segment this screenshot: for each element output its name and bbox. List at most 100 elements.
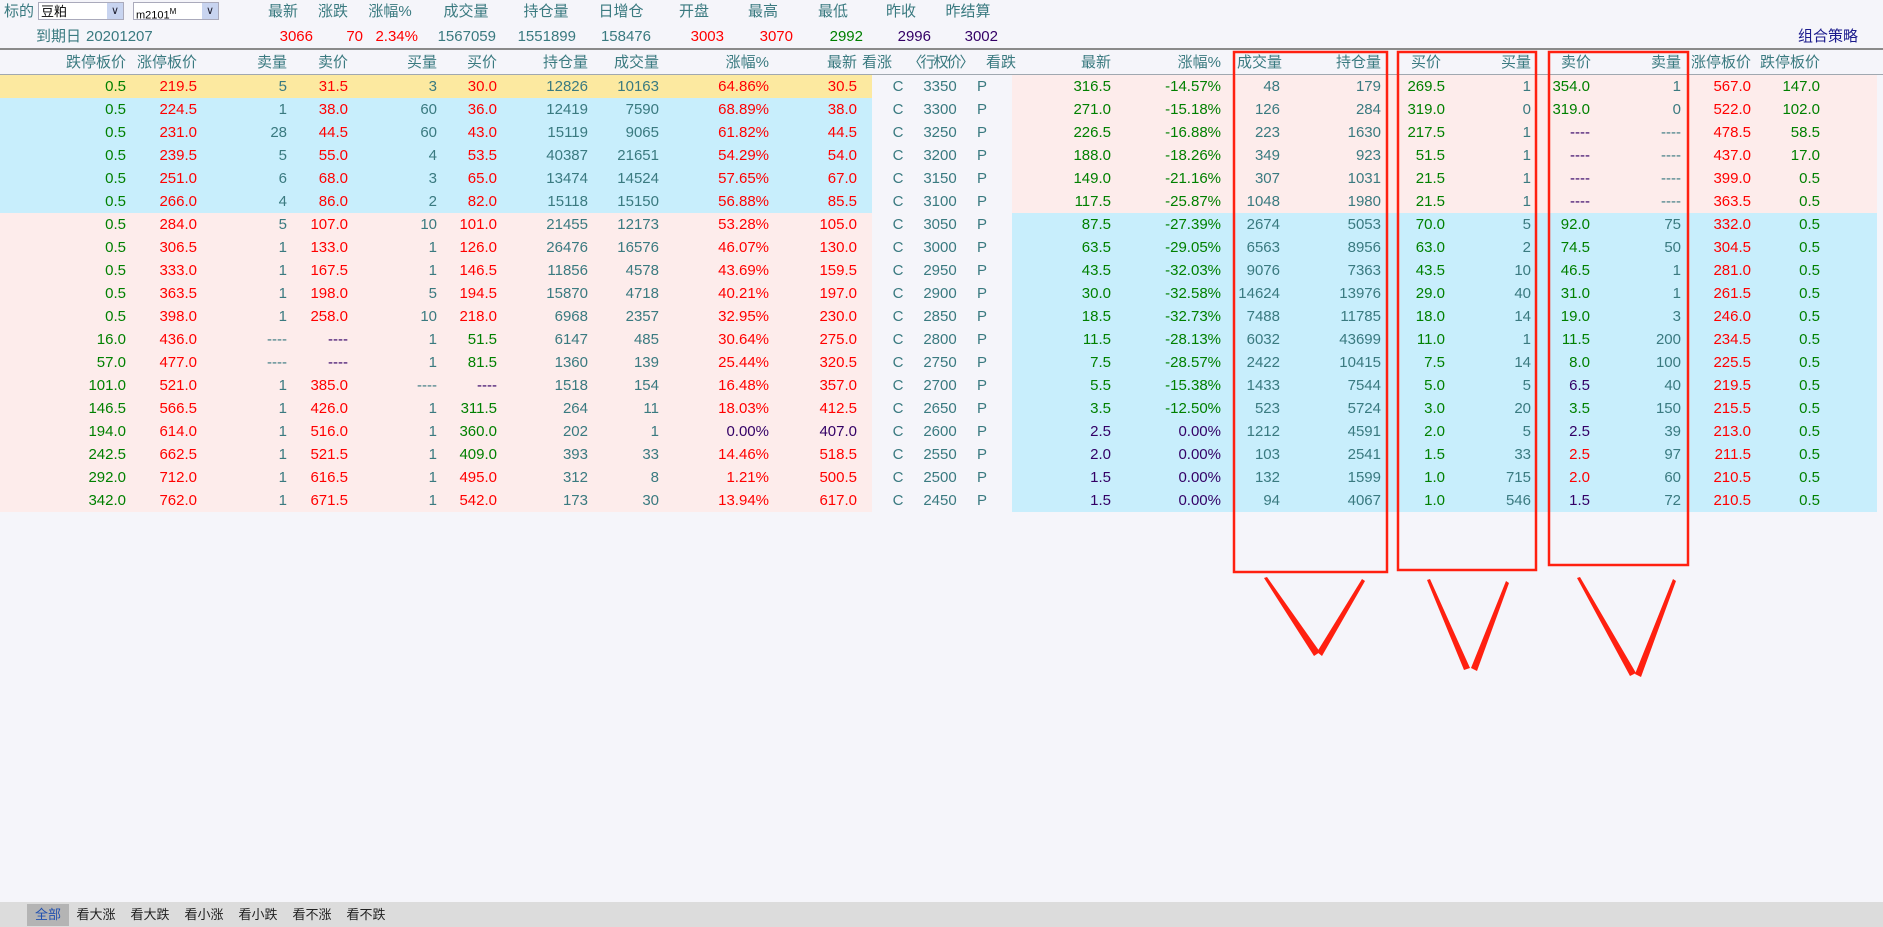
put-cell-跌停板价[interactable]: 0.5 bbox=[1799, 423, 1820, 440]
underlying-select[interactable]: 豆粕 ∨ bbox=[38, 2, 124, 20]
put-cell-卖量[interactable]: 40 bbox=[1664, 377, 1681, 394]
table-row[interactable]: 0.5 333.0 1 167.5 1 146.5 11856 4578 43.69% 159.5… bbox=[0, 259, 1883, 282]
put-cell-成交量[interactable]: 1048 bbox=[1246, 193, 1280, 210]
call-cell-跌停板价[interactable]: 0.5 bbox=[105, 124, 126, 141]
put-cell-涨停板价[interactable]: 522.0 bbox=[1713, 101, 1751, 118]
put-cell-买价[interactable]: 21.5 bbox=[1415, 170, 1445, 187]
call-cell-跌停板价[interactable]: 57.0 bbox=[96, 354, 126, 371]
call-cell-卖量[interactable]: 1 bbox=[278, 285, 287, 302]
put-cell-卖量[interactable]: 60 bbox=[1664, 469, 1681, 486]
call-cell-持仓量[interactable]: 40387 bbox=[546, 147, 588, 164]
call-cell-持仓量[interactable]: 15118 bbox=[547, 193, 588, 210]
put-cell-买量[interactable]: 1 bbox=[1522, 147, 1531, 164]
put-cell-买量[interactable]: 10 bbox=[1514, 262, 1531, 279]
call-cell-卖量[interactable]: 1 bbox=[278, 101, 287, 118]
call-cell-跌停板价[interactable]: 16.0 bbox=[96, 331, 126, 348]
put-cell-跌停板价[interactable]: 58.5 bbox=[1790, 124, 1820, 141]
call-cell-买价[interactable]: 360.0 bbox=[459, 423, 497, 440]
put-cell-涨停板价[interactable]: 478.5 bbox=[1713, 124, 1751, 141]
put-cell-最新[interactable]: 271.0 bbox=[1073, 101, 1111, 118]
put-cell-最新[interactable]: 2.5 bbox=[1090, 423, 1111, 440]
call-cell-买价[interactable]: 409.0 bbox=[459, 446, 497, 463]
table-row[interactable]: 16.0 436.0 ---- ---- 1 51.5 6147 485 30.64% 275.0… bbox=[0, 328, 1883, 351]
put-cell-持仓量[interactable]: 1599 bbox=[1347, 469, 1381, 486]
call-cell-涨停板价[interactable]: 566.5 bbox=[159, 400, 197, 417]
call-cell-涨停板价[interactable]: 521.0 bbox=[159, 377, 197, 394]
put-cell-卖量[interactable]: ---- bbox=[1661, 193, 1681, 210]
put-cell-涨停板价[interactable]: 437.0 bbox=[1713, 147, 1751, 164]
call-cell-持仓量[interactable]: 312 bbox=[562, 469, 588, 486]
table-row[interactable]: 101.0 521.0 1 385.0 ---- ---- 1518 154 16.48% 357… bbox=[0, 374, 1883, 397]
put-cell-跌停板价[interactable]: 0.5 bbox=[1799, 400, 1820, 417]
call-cell-卖价[interactable]: 516.0 bbox=[310, 423, 348, 440]
put-cell-持仓量[interactable]: 8956 bbox=[1347, 239, 1381, 256]
call-cell-买量[interactable]: 1 bbox=[428, 239, 437, 256]
call-cell-卖价[interactable]: ---- bbox=[328, 331, 348, 348]
call-cell-成交量[interactable]: 485 bbox=[633, 331, 659, 348]
call-cell-买量[interactable]: 1 bbox=[428, 423, 437, 440]
put-cell-跌停板价[interactable]: 0.5 bbox=[1799, 331, 1820, 348]
put-cell-涨幅%[interactable]: -32.03% bbox=[1165, 262, 1221, 279]
call-cell-成交量[interactable]: 2357 bbox=[625, 308, 659, 325]
put-cell-成交量[interactable]: 2422 bbox=[1246, 354, 1280, 371]
put-cell-持仓量[interactable]: 7363 bbox=[1347, 262, 1381, 279]
put-cell-涨幅%[interactable]: 0.00% bbox=[1178, 492, 1221, 509]
filter-tab-6[interactable]: 看不跌 bbox=[346, 907, 386, 922]
call-cell-卖价[interactable]: 426.0 bbox=[310, 400, 348, 417]
call-cell-卖价[interactable]: 258.0 bbox=[310, 308, 348, 325]
call-cell-持仓量[interactable]: 1518 bbox=[554, 377, 588, 394]
header-call-6[interactable]: 持仓量 bbox=[542, 54, 588, 71]
call-cell-最新[interactable]: 38.0 bbox=[827, 101, 857, 118]
header-put-1[interactable]: 涨幅% bbox=[1177, 54, 1221, 71]
put-cell-最新[interactable]: 1.5 bbox=[1090, 492, 1111, 509]
call-cell-涨幅%[interactable]: 30.64% bbox=[718, 331, 769, 348]
call-cell-跌停板价[interactable]: 0.5 bbox=[105, 239, 126, 256]
call-cell-涨幅%[interactable]: 25.44% bbox=[718, 354, 769, 371]
put-cell-买价[interactable]: 7.5 bbox=[1424, 354, 1445, 371]
header-call-1[interactable]: 涨停板价 bbox=[136, 54, 197, 71]
header-call-0[interactable]: 跌停板价 bbox=[65, 54, 126, 71]
call-cell-成交量[interactable]: 12173 bbox=[617, 216, 659, 233]
put-cell-买量[interactable]: 0 bbox=[1522, 101, 1531, 118]
put-cell-涨幅%[interactable]: -25.87% bbox=[1165, 193, 1221, 210]
put-cell-跌停板价[interactable]: 0.5 bbox=[1799, 285, 1820, 302]
put-cell-持仓量[interactable]: 5053 bbox=[1347, 216, 1381, 233]
put-cell-卖价[interactable]: 319.0 bbox=[1552, 101, 1590, 118]
call-cell-成交量[interactable]: 139 bbox=[633, 354, 659, 371]
put-cell-最新[interactable]: 117.5 bbox=[1074, 193, 1111, 210]
call-cell-涨停板价[interactable]: 224.5 bbox=[159, 101, 197, 118]
call-cell-卖量[interactable]: 28 bbox=[270, 124, 287, 141]
put-cell-卖价[interactable]: 74.5 bbox=[1560, 239, 1590, 256]
filter-tab-3[interactable]: 看小涨 bbox=[184, 907, 224, 922]
filter-tab-0[interactable]: 全部 bbox=[27, 904, 69, 926]
put-cell-买量[interactable]: 40 bbox=[1514, 285, 1531, 302]
put-cell-持仓量[interactable]: 4067 bbox=[1347, 492, 1381, 509]
call-cell-跌停板价[interactable]: 101.0 bbox=[88, 377, 126, 394]
call-cell-买价[interactable]: 311.5 bbox=[460, 400, 497, 417]
call-cell-最新[interactable]: 30.5 bbox=[827, 78, 857, 95]
call-cell-卖价[interactable]: 167.5 bbox=[310, 262, 348, 279]
header-call-8[interactable]: 涨幅% bbox=[725, 54, 769, 71]
call-cell-涨停板价[interactable]: 306.5 bbox=[159, 239, 197, 256]
call-cell-买价[interactable]: ---- bbox=[477, 377, 497, 394]
put-cell-最新[interactable]: 63.5 bbox=[1081, 239, 1111, 256]
call-cell-成交量[interactable]: 4578 bbox=[625, 262, 659, 279]
put-cell-涨幅%[interactable]: -12.50% bbox=[1165, 400, 1221, 417]
put-cell-买量[interactable]: 14 bbox=[1514, 308, 1531, 325]
put-cell-成交量[interactable]: 103 bbox=[1254, 446, 1280, 463]
put-cell-卖价[interactable]: 8.0 bbox=[1569, 354, 1590, 371]
call-cell-涨停板价[interactable]: 231.0 bbox=[159, 124, 197, 141]
put-cell-涨幅%[interactable]: -32.58% bbox=[1165, 285, 1221, 302]
call-cell-卖价[interactable]: 133.0 bbox=[310, 239, 348, 256]
put-cell-买量[interactable]: 5 bbox=[1522, 216, 1531, 233]
call-cell-持仓量[interactable]: 12419 bbox=[546, 101, 588, 118]
put-cell-卖价[interactable]: 19.0 bbox=[1560, 308, 1590, 325]
header-put-0[interactable]: 最新 bbox=[1080, 54, 1111, 71]
put-cell-成交量[interactable]: 307 bbox=[1254, 170, 1280, 187]
put-cell-涨停板价[interactable]: 567.0 bbox=[1713, 78, 1751, 95]
put-cell-卖量[interactable]: 1 bbox=[1672, 262, 1681, 279]
call-cell-买价[interactable]: 53.5 bbox=[467, 147, 497, 164]
put-cell-卖量[interactable]: 72 bbox=[1664, 492, 1681, 509]
call-cell-卖价[interactable]: 107.0 bbox=[310, 216, 348, 233]
call-cell-最新[interactable]: 275.0 bbox=[819, 331, 857, 348]
